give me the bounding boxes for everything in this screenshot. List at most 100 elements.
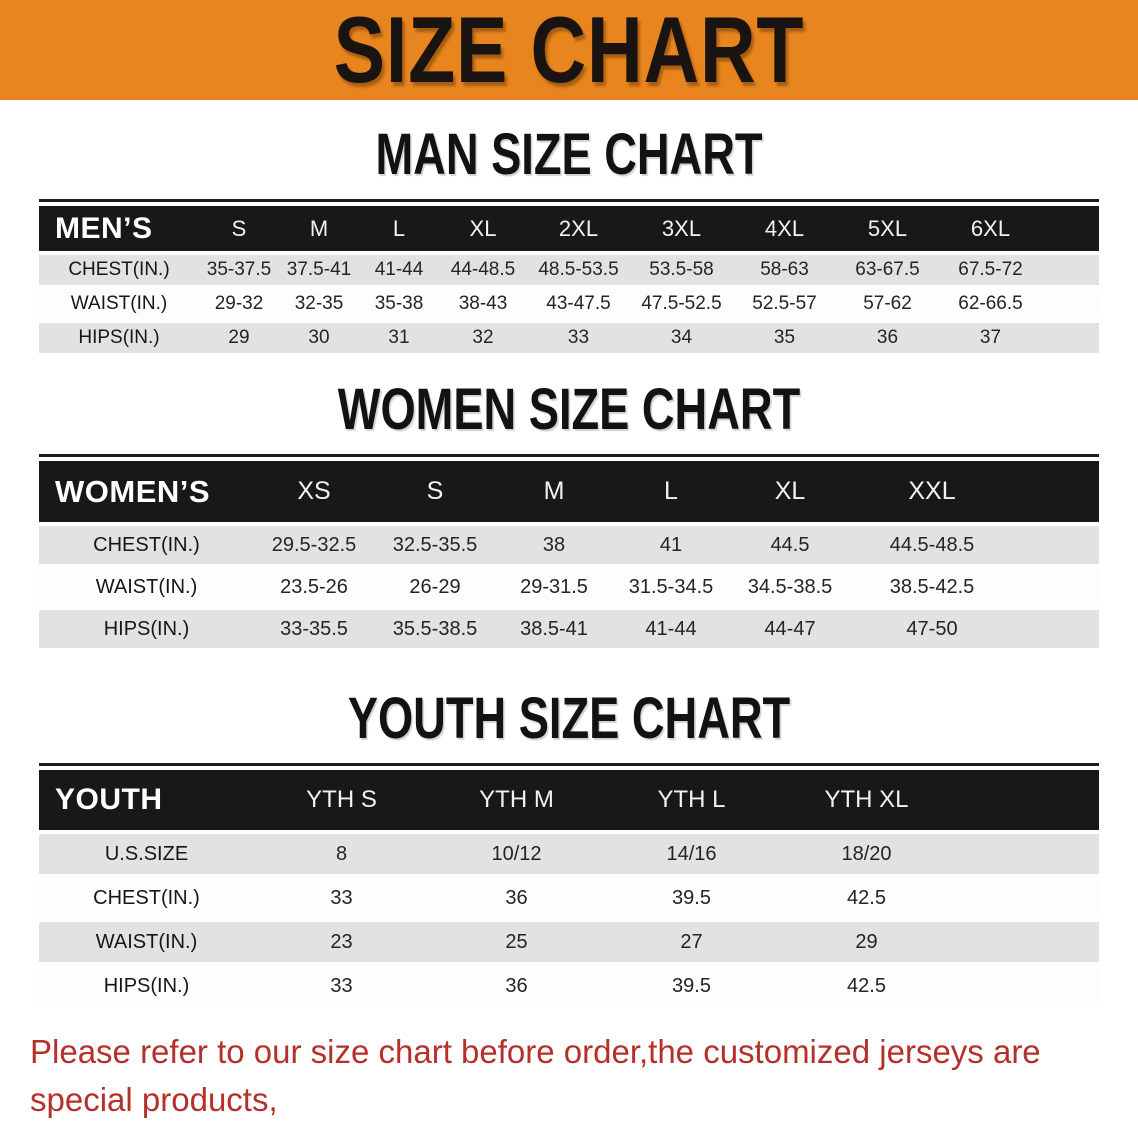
column-header: XS [254, 461, 374, 522]
spacer-cell [1014, 461, 1099, 522]
table-row: WAIST(IN.) 23.5-26 26-29 29-31.5 31.5-34… [39, 568, 1099, 606]
column-header: YTH XL [779, 770, 954, 830]
size-value: 23.5-26 [254, 568, 374, 606]
section-youth: YOUTH SIZE CHART YOUTH YTH S YTH M YTH L… [0, 690, 1138, 1010]
size-value: 33-35.5 [254, 610, 374, 648]
row-label: HIPS(IN.) [39, 966, 254, 1006]
size-value: 29-31.5 [496, 568, 612, 606]
size-value: 33 [254, 966, 429, 1006]
men-header-row: MEN’S S M L XL 2XL 3XL 4XL 5XL 6XL [39, 206, 1099, 251]
size-value: 23 [254, 922, 429, 962]
size-value: 38 [496, 526, 612, 564]
size-value: 48.5-53.5 [527, 255, 630, 285]
spacer-cell [954, 922, 1099, 962]
size-value: 67.5-72 [939, 255, 1042, 285]
men-heading: MAN SIZE CHART [375, 122, 763, 187]
disclaimer-line-2: we don't accept cancel, change, teturn o… [30, 1124, 1138, 1132]
size-value: 32 [439, 323, 527, 353]
men-table-corner-label: MEN’S [39, 206, 199, 251]
size-value: 39.5 [604, 878, 779, 918]
size-value: 35-38 [359, 289, 439, 319]
size-value: 42.5 [779, 966, 954, 1006]
size-value: 29 [199, 323, 279, 353]
size-value: 32.5-35.5 [374, 526, 496, 564]
size-value: 52.5-57 [733, 289, 836, 319]
banner-title: SIZE CHART [333, 0, 805, 102]
size-value: 27 [604, 922, 779, 962]
size-value: 25 [429, 922, 604, 962]
women-table-corner-label: WOMEN’S [39, 461, 254, 522]
column-header: 3XL [630, 206, 733, 251]
section-women: WOMEN SIZE CHART WOMEN’S XS S M L XL XXL [0, 381, 1138, 652]
spacer-cell [1014, 568, 1099, 606]
spacer-cell [954, 834, 1099, 874]
size-value: 44-48.5 [439, 255, 527, 285]
table-row: CHEST(IN.) 35-37.5 37.5-41 41-44 44-48.5… [39, 255, 1099, 285]
banner: SIZE CHART [0, 0, 1138, 100]
column-header: XXL [850, 461, 1014, 522]
size-value: 37 [939, 323, 1042, 353]
section-men: MAN SIZE CHART MEN’S S M L XL 2XL 3XL 4X… [0, 126, 1138, 357]
column-header: M [496, 461, 612, 522]
row-label: WAIST(IN.) [39, 568, 254, 606]
spacer-cell [954, 966, 1099, 1006]
column-header: M [279, 206, 359, 251]
column-header: 6XL [939, 206, 1042, 251]
size-value: 35-37.5 [199, 255, 279, 285]
size-value: 53.5-58 [630, 255, 733, 285]
size-value: 37.5-41 [279, 255, 359, 285]
column-header: YTH M [429, 770, 604, 830]
size-value: 30 [279, 323, 359, 353]
column-header: S [199, 206, 279, 251]
row-label: WAIST(IN.) [39, 922, 254, 962]
size-value: 38-43 [439, 289, 527, 319]
size-value: 44-47 [730, 610, 850, 648]
size-value: 31.5-34.5 [612, 568, 730, 606]
disclaimer-line-1: Please refer to our size chart before or… [30, 1033, 1041, 1118]
column-header: L [612, 461, 730, 522]
size-value: 35.5-38.5 [374, 610, 496, 648]
size-value: 29.5-32.5 [254, 526, 374, 564]
spacer-cell [954, 878, 1099, 918]
size-value: 36 [836, 323, 939, 353]
size-value: 47.5-52.5 [630, 289, 733, 319]
size-value: 18/20 [779, 834, 954, 874]
disclaimer: Please refer to our size chart before or… [30, 1028, 1138, 1132]
men-size-table: MEN’S S M L XL 2XL 3XL 4XL 5XL 6XL CHEST… [39, 199, 1099, 357]
women-heading: WOMEN SIZE CHART [337, 377, 801, 442]
table-row: WAIST(IN.) 29-32 32-35 35-38 38-43 43-47… [39, 289, 1099, 319]
column-header: XL [730, 461, 850, 522]
column-header: L [359, 206, 439, 251]
size-value: 43-47.5 [527, 289, 630, 319]
row-label: HIPS(IN.) [39, 323, 199, 353]
table-row: HIPS(IN.) 29 30 31 32 33 34 35 36 37 [39, 323, 1099, 353]
size-value: 8 [254, 834, 429, 874]
table-row: HIPS(IN.) 33 36 39.5 42.5 [39, 966, 1099, 1006]
size-value: 32-35 [279, 289, 359, 319]
row-label: CHEST(IN.) [39, 255, 199, 285]
spacer-cell [1042, 206, 1099, 251]
table-row: CHEST(IN.) 29.5-32.5 32.5-35.5 38 41 44.… [39, 526, 1099, 564]
size-value: 31 [359, 323, 439, 353]
size-value: 29 [779, 922, 954, 962]
size-value: 10/12 [429, 834, 604, 874]
size-value: 33 [254, 878, 429, 918]
women-size-table: WOMEN’S XS S M L XL XXL CHEST(IN.) 29.5-… [39, 454, 1099, 652]
spacer-cell [1014, 526, 1099, 564]
size-value: 39.5 [604, 966, 779, 1006]
size-value: 41-44 [359, 255, 439, 285]
size-value: 35 [733, 323, 836, 353]
youth-size-table: YOUTH YTH S YTH M YTH L YTH XL U.S.SIZE … [39, 763, 1099, 1010]
spacer-cell [1014, 610, 1099, 648]
size-value: 47-50 [850, 610, 1014, 648]
row-label: CHEST(IN.) [39, 878, 254, 918]
size-value: 34 [630, 323, 733, 353]
size-value: 44.5 [730, 526, 850, 564]
column-header: YTH L [604, 770, 779, 830]
column-header: YTH S [254, 770, 429, 830]
size-value: 34.5-38.5 [730, 568, 850, 606]
size-value: 33 [527, 323, 630, 353]
row-label: CHEST(IN.) [39, 526, 254, 564]
table-row: U.S.SIZE 8 10/12 14/16 18/20 [39, 834, 1099, 874]
